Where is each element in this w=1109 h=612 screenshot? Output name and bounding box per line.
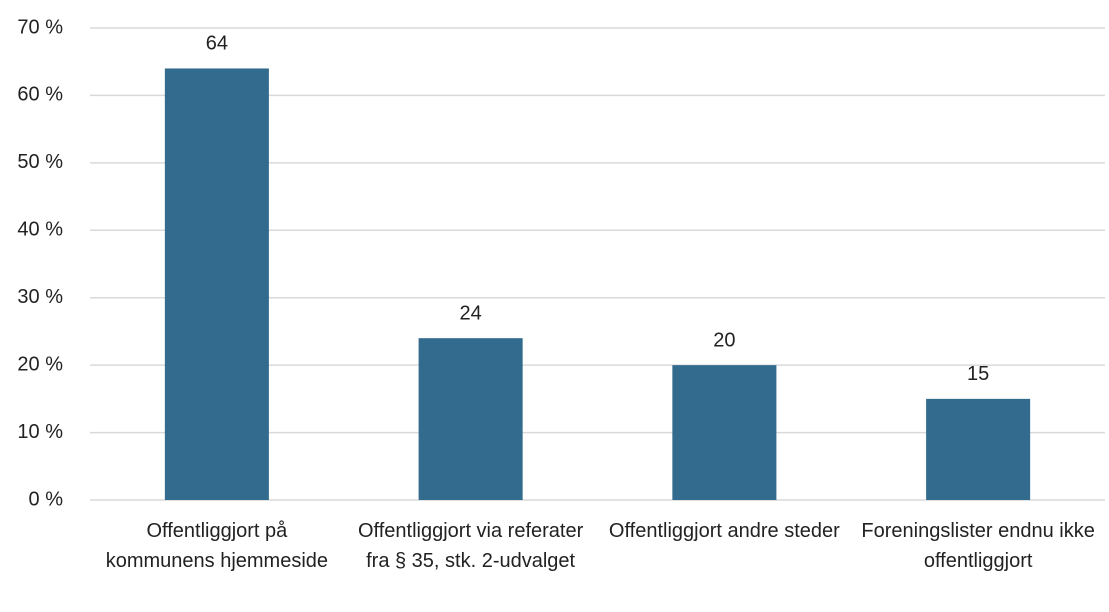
bar	[926, 398, 1031, 500]
bar	[672, 365, 777, 500]
x-tick-label: Offentliggjort på kommunens hjemmeside	[105, 520, 329, 572]
x-tick-label: Foreningslister endnu ikke offentliggjor…	[861, 520, 1095, 572]
data-label: 64	[206, 33, 228, 55]
x-tick-label: Offentliggjort via referater fra § 35, s…	[357, 520, 584, 572]
data-label: 24	[460, 302, 482, 324]
y-tick-label: 20 %	[17, 353, 63, 375]
y-tick-label: 10 %	[17, 421, 63, 443]
y-tick-label: 40 %	[17, 219, 63, 241]
y-tick-label: 50 %	[17, 151, 63, 173]
data-label: 20	[713, 329, 735, 351]
y-tick-label: 70 %	[17, 16, 63, 38]
bar	[418, 338, 523, 500]
y-tick-label: 0 %	[29, 488, 64, 510]
y-tick-label: 30 %	[17, 286, 63, 308]
bar	[164, 68, 269, 500]
y-tick-label: 60 %	[17, 84, 63, 106]
data-label: 15	[967, 363, 989, 385]
x-tick-label: Offentliggjort andre steder	[608, 520, 840, 542]
